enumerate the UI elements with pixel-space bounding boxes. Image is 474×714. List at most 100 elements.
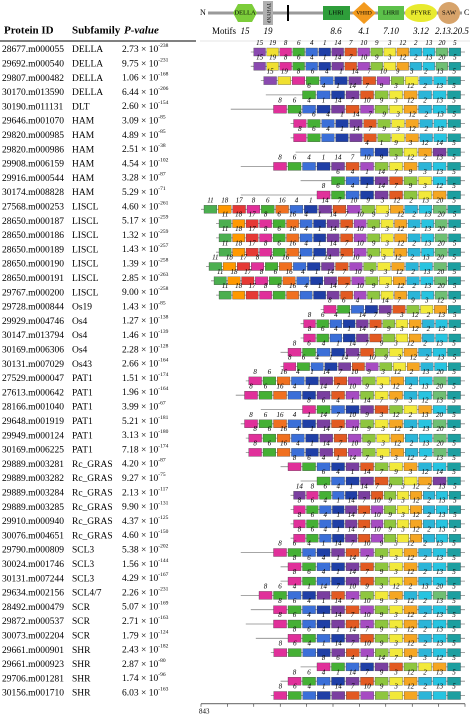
subfamily: Rc_GRAS <box>72 517 113 527</box>
motif-label: 5 <box>452 583 456 591</box>
motif-label: 13 <box>436 82 444 90</box>
p-base: × 10 <box>141 231 158 241</box>
motif-label: 2 <box>427 511 431 519</box>
motif-box <box>422 505 435 514</box>
motif-label: 2 <box>425 354 429 362</box>
p-value: 5.07 × 10-169 <box>122 601 169 613</box>
motif-box <box>345 391 360 400</box>
motif-box <box>448 62 461 71</box>
motif-box <box>374 105 389 114</box>
motif-label: 5 <box>452 168 456 176</box>
motif-box <box>343 333 356 343</box>
motif-box <box>241 276 255 285</box>
motif-box <box>345 605 360 614</box>
motif-box <box>418 548 432 557</box>
p-exponent: -87 <box>158 172 166 178</box>
header-p-value: P-value <box>124 25 159 37</box>
motif-box <box>318 47 331 57</box>
motif-label: 12 <box>393 196 401 204</box>
motif-box <box>409 333 422 343</box>
motif-box <box>316 333 329 343</box>
p-base: × 10 <box>141 331 158 341</box>
motif-box <box>245 219 259 228</box>
motif-label: 20 <box>438 239 446 247</box>
p-mantissa: 2.73 <box>122 45 139 55</box>
motif-box <box>345 619 360 629</box>
p-exponent: -259 <box>158 229 168 235</box>
motif-box <box>447 691 461 700</box>
subfamily: LISCL <box>72 274 99 284</box>
motif-box <box>316 105 331 114</box>
motif-box <box>273 691 288 700</box>
motif-label: 7 <box>349 53 353 61</box>
motif-label: 12 <box>436 182 444 190</box>
motif-label: 14 <box>320 583 328 591</box>
motif-label: 19 <box>269 39 277 47</box>
protein-id: 30131.m007029 <box>2 360 64 370</box>
p-mantissa: 1.46 <box>122 331 139 341</box>
motif-label: 1 <box>322 683 326 691</box>
motif-label: 2 <box>423 96 427 104</box>
motif-box <box>345 176 360 185</box>
motif-box <box>376 76 390 85</box>
motif-box <box>420 362 434 371</box>
p-value: 1.43 × 10-85 <box>122 301 166 313</box>
motif-label: 2 <box>423 668 427 676</box>
motif-label: 16 <box>289 225 297 233</box>
motif-label: 14 <box>349 82 357 90</box>
p-value: 9.90 × 10-131 <box>122 501 169 513</box>
motif-label: 3 <box>408 397 413 405</box>
motif-box <box>360 105 374 114</box>
p-base: × 10 <box>141 674 158 684</box>
motif-label: 1 <box>307 382 311 390</box>
motif-box <box>331 562 345 571</box>
motif-label: 6 <box>268 368 272 376</box>
motif-box <box>360 548 374 557</box>
motif-label: 11 <box>222 282 228 290</box>
motif-label: 9 <box>380 597 384 605</box>
motif-box <box>288 648 302 657</box>
p-value: 9.00 × 10-258 <box>122 286 169 298</box>
motif-box <box>362 376 376 386</box>
motif-label: 20 <box>438 39 446 47</box>
p-mantissa: 1.74 <box>122 674 139 684</box>
motif-label: 6 <box>297 53 301 61</box>
motif-box <box>277 433 291 443</box>
motif-label: 5 <box>452 468 456 476</box>
motif-label: 11 <box>222 225 228 233</box>
motif-box <box>447 662 461 672</box>
subfamily: LISCL <box>72 202 99 212</box>
motif-box <box>334 76 348 85</box>
motif-label: 5 <box>452 611 456 619</box>
motif-box <box>348 433 362 443</box>
protein-id: 29889.m003281 <box>2 460 64 470</box>
p-base: × 10 <box>141 631 158 641</box>
motif-label: 18 <box>235 239 243 247</box>
motif-label: 5 <box>452 382 456 390</box>
subfamily: Os4 <box>72 331 88 341</box>
motif-box <box>316 348 331 357</box>
p-mantissa: 5.07 <box>122 603 139 613</box>
p-value: 2.71 × 10-163 <box>122 615 169 627</box>
motif-box <box>394 233 407 243</box>
motif-box <box>287 677 302 686</box>
motif-box <box>418 648 432 657</box>
protein-id: 29807.m000482 <box>2 74 64 84</box>
motif-label: 4 <box>322 454 326 462</box>
motif-label: 2 <box>423 640 427 648</box>
motif-label: 5 <box>452 82 456 90</box>
motif-box <box>432 691 447 700</box>
motif-label: 4 <box>322 668 326 676</box>
p-exponent: -202 <box>158 544 168 550</box>
motif-box <box>374 591 389 600</box>
motif-box <box>403 677 418 686</box>
motif-label: 12 <box>412 325 420 333</box>
motif-box <box>299 248 313 257</box>
motif-box <box>283 362 297 371</box>
p-exponent: -174 <box>158 372 168 378</box>
motif-box <box>273 548 287 557</box>
motif-box <box>360 348 374 357</box>
motif-label: 14 <box>349 568 357 576</box>
motif-box <box>273 419 287 428</box>
